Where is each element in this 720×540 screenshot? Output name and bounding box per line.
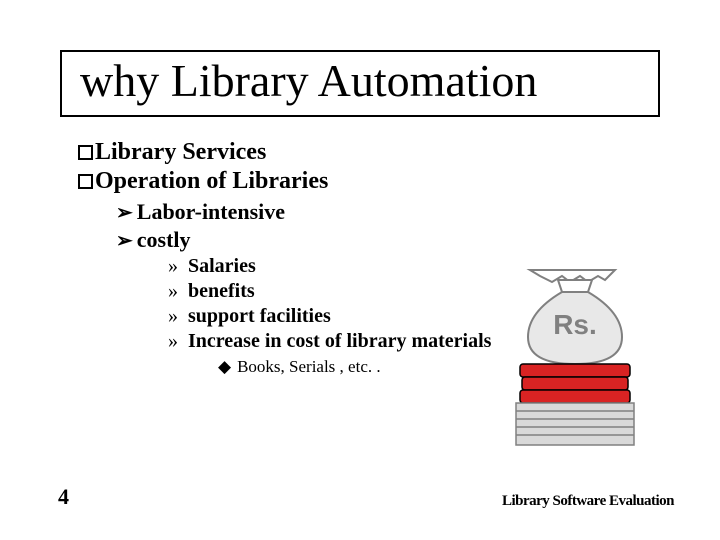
bullet-text: Labor-intensive — [137, 199, 285, 224]
raquo-bullet-icon: » — [168, 330, 178, 352]
bullet-text: benefits — [188, 280, 255, 302]
arrow-bullet-icon: ➢ — [116, 228, 133, 253]
footer: Library Software Evaluation — [502, 493, 674, 510]
square-bullet-icon — [78, 174, 93, 189]
slide-title: why Library Automation — [80, 56, 640, 107]
bullet-level1: Operation of Libraries — [78, 168, 660, 195]
bullet-level2: ➢costly — [116, 227, 660, 253]
bullet-text: costly — [137, 227, 191, 252]
moneybag-books-icon: Rs. — [510, 262, 640, 452]
diamond-bullet-icon: ◆ — [218, 357, 231, 376]
raquo-bullet-icon: » — [168, 280, 178, 302]
slide-title-box: why Library Automation — [60, 50, 660, 117]
arrow-bullet-icon: ➢ — [116, 200, 133, 225]
bullet-level2: ➢Labor-intensive — [116, 199, 660, 225]
moneybag-label: Rs. — [553, 309, 597, 340]
bullet-text: Operation of Libraries — [95, 168, 328, 194]
raquo-bullet-icon: » — [168, 305, 178, 327]
bullet-text: support facilities — [188, 305, 331, 327]
page-number: 4 — [58, 484, 69, 510]
bullet-text: Books, Serials , etc. . — [237, 357, 381, 376]
bullet-level1: Library Services — [78, 139, 660, 166]
raquo-bullet-icon: » — [168, 255, 178, 277]
square-bullet-icon — [78, 145, 93, 160]
bullet-text: Salaries — [188, 255, 256, 277]
bullet-text: Library Services — [95, 139, 266, 165]
bullet-text: Increase in cost of library materials — [188, 330, 491, 352]
